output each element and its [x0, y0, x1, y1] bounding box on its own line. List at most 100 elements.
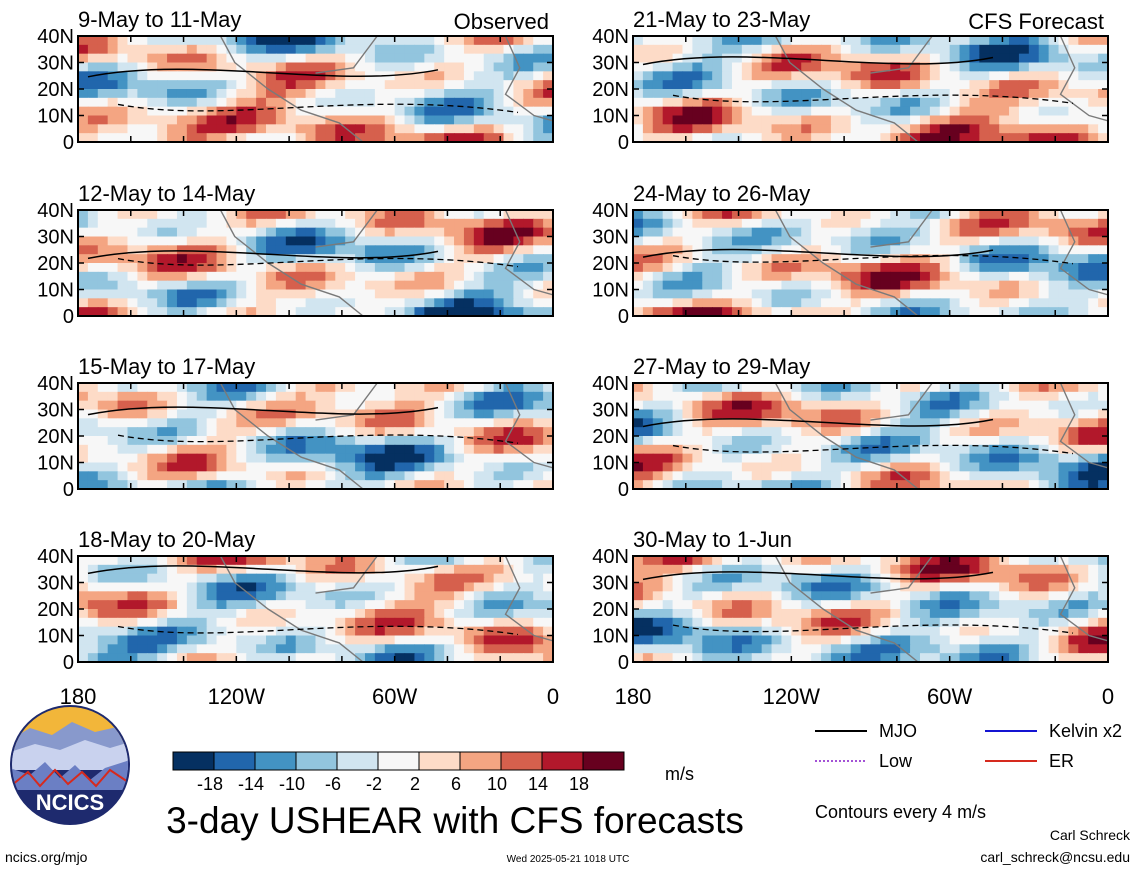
colorbar-tick-label: 6 [451, 774, 461, 794]
colorbar-tick-label: 14 [528, 774, 548, 794]
colorbar-swatch [336, 751, 379, 771]
lon-tick-label: 60W [927, 684, 972, 709]
colorbar-swatch [500, 751, 543, 771]
colorbar-tick-label: -14 [238, 774, 264, 794]
column-label: CFS Forecast [968, 9, 1104, 34]
coastline [774, 556, 1108, 662]
lat-tick-label: 10N [37, 626, 74, 648]
panel-period-title: 18-May to 20-May [78, 527, 255, 552]
lat-tick-label: 40N [37, 373, 74, 395]
lat-tick-label: 30N [592, 400, 629, 422]
panel-grid: 0 10N 20N 30N 40N 9-May to 11-May Observed 0 10N… [37, 7, 1109, 674]
contour-dashed [672, 254, 1074, 265]
lat-tick-label: 0 [63, 479, 74, 501]
contour-dashed [672, 624, 1074, 634]
contour-solid [642, 571, 994, 581]
lon-tick-label: 0 [547, 684, 559, 709]
lon-tick-label: 180 [60, 684, 97, 709]
colorbar-tick-label: 10 [487, 774, 507, 794]
colorbar-tick-label: -6 [325, 774, 341, 794]
legend-item: MJO [815, 721, 917, 741]
lat-tick-label: 40N [592, 26, 629, 48]
lat-tick-label: 10N [37, 106, 74, 128]
contour-dashed [672, 94, 1074, 104]
shaded-field [78, 210, 553, 316]
panel-period-title: 15-May to 17-May [78, 354, 255, 379]
legend: MJO Kelvin x2 Low ER [815, 721, 1122, 771]
footer-author: Carl Schreck [1050, 827, 1131, 843]
colorbar-swatch [582, 751, 625, 771]
shaded-field [633, 36, 1108, 142]
lat-tick-label: 0 [618, 652, 629, 674]
lat-tick-label: 40N [37, 200, 74, 222]
shaded-field [633, 383, 1108, 489]
legend-item: Kelvin x2 [985, 721, 1122, 741]
lon-tick-label: 120W [763, 684, 821, 709]
contour-dashed [672, 444, 1074, 455]
lat-tick-label: 0 [618, 479, 629, 501]
lat-tick-label: 10N [592, 106, 629, 128]
lat-tick-label: 20N [37, 599, 74, 621]
contour-dashed [117, 434, 519, 444]
contour-note: Contours every 4 m/s [815, 802, 986, 822]
legend-item: ER [985, 751, 1074, 771]
lon-tick-label: 180 [615, 684, 652, 709]
colorbar-swatch [295, 751, 338, 771]
colorbar-swatch [213, 751, 256, 771]
legend-label: ER [1049, 751, 1074, 771]
panel-period-title: 27-May to 29-May [633, 354, 810, 379]
column-label: Observed [454, 9, 549, 34]
lat-tick-label: 30N [592, 53, 629, 75]
coastline [774, 210, 1108, 316]
lat-tick-label: 30N [592, 573, 629, 595]
lat-tick-label: 20N [37, 253, 74, 275]
footer-timestamp: Wed 2025-05-21 1018 UTC [507, 854, 630, 865]
lat-tick-label: 10N [37, 280, 74, 302]
colorbar-swatch [459, 751, 502, 771]
colorbar-tick-label: 2 [410, 774, 420, 794]
colorbar: -18 -14 -10 -6 -2 2 6 10 14 18 [172, 751, 625, 794]
lat-tick-label: 20N [37, 426, 74, 448]
lat-tick-label: 10N [592, 626, 629, 648]
lat-tick-label: 30N [37, 227, 74, 249]
contour-solid [87, 68, 439, 78]
lon-tick-label: 120W [208, 684, 266, 709]
lat-tick-label: 30N [37, 573, 74, 595]
panel-period-title: 9-May to 11-May [78, 7, 241, 32]
shaded-field [633, 210, 1108, 316]
panel-period-title: 30-May to 1-Jun [633, 527, 792, 552]
x-axis-labels: 180 120W 60W 0 180 120W 60W 0 [60, 684, 1114, 709]
contour-dashed [117, 625, 519, 636]
colorbar-tick-label: -2 [366, 774, 382, 794]
coastline [219, 210, 553, 316]
lat-tick-label: 30N [37, 400, 74, 422]
contour-dashed [117, 257, 519, 268]
lat-tick-label: 30N [592, 227, 629, 249]
lat-tick-label: 10N [592, 280, 629, 302]
lat-tick-label: 0 [618, 306, 629, 328]
coastline [219, 556, 553, 662]
lat-tick-label: 40N [592, 546, 629, 568]
lon-tick-label: 60W [372, 684, 417, 709]
contour-dashed [117, 103, 519, 114]
lat-tick-label: 10N [592, 453, 629, 475]
legend-label: Low [879, 751, 913, 771]
colorbar-swatch [541, 751, 584, 771]
colorbar-swatch [254, 751, 297, 771]
colorbar-swatch [418, 751, 461, 771]
lat-tick-label: 40N [37, 546, 74, 568]
panel-period-title: 24-May to 26-May [633, 181, 810, 206]
coastline [219, 36, 553, 142]
contour-solid [642, 56, 994, 66]
colorbar-tick-label: -18 [197, 774, 223, 794]
coastline [219, 383, 553, 489]
contour-solid [642, 248, 994, 258]
panel-period-title: 12-May to 14-May [78, 181, 255, 206]
lat-tick-label: 0 [63, 652, 74, 674]
